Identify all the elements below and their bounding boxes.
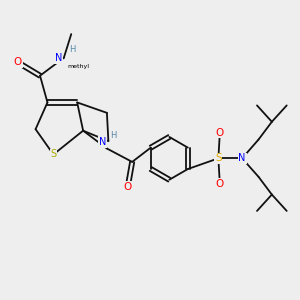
Text: O: O: [14, 57, 22, 67]
Text: N: N: [238, 153, 246, 163]
Text: S: S: [50, 149, 56, 160]
Text: O: O: [216, 179, 224, 189]
Text: N: N: [55, 53, 62, 63]
Text: methyl: methyl: [67, 64, 89, 69]
Text: H: H: [110, 130, 117, 140]
Text: O: O: [124, 182, 132, 192]
Text: N: N: [99, 137, 106, 147]
Text: H: H: [70, 45, 76, 54]
Text: S: S: [215, 153, 222, 163]
Text: O: O: [216, 128, 224, 138]
